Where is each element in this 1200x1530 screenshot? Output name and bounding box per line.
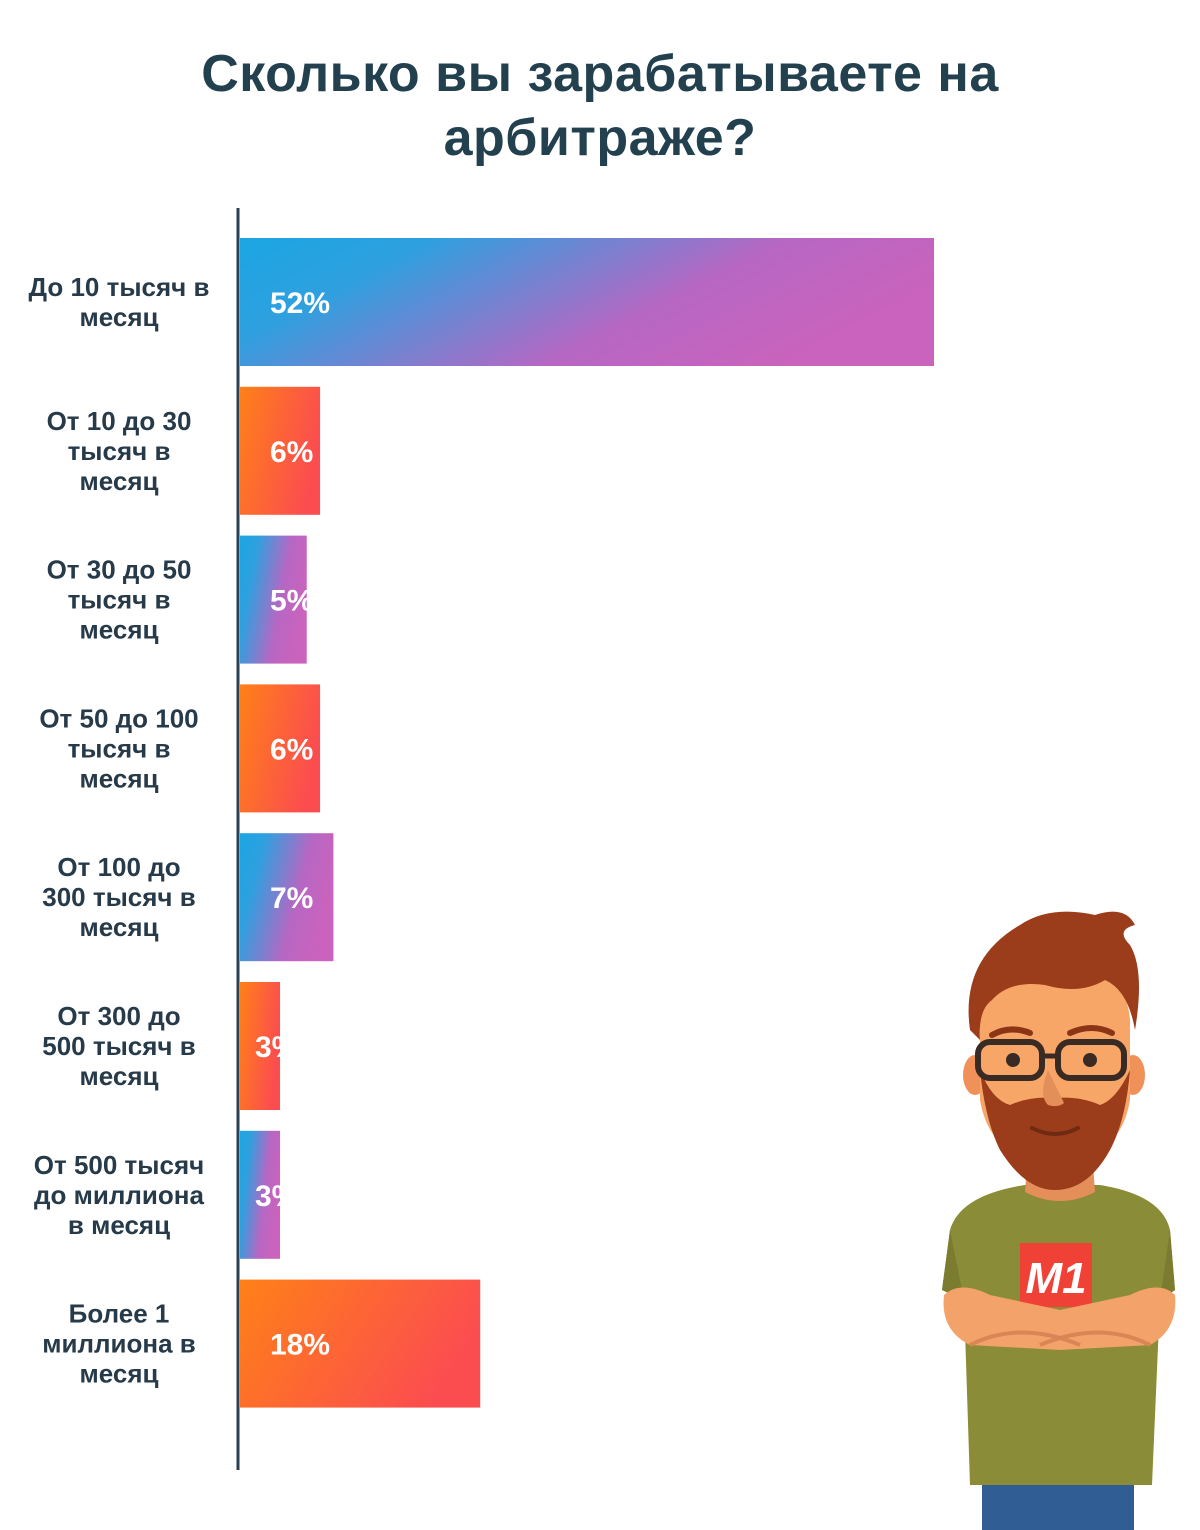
bar [240,982,281,1110]
pants-shape [982,1480,1134,1530]
category-label: Более 1 миллиона в месяц [42,1299,196,1389]
category-label-line: месяц [80,302,159,332]
category-label-line: месяц [80,1061,159,1091]
bars-group [240,238,934,1408]
category-label-line: до миллиона [34,1180,204,1210]
category-label: До 10 тысяч в месяц [29,272,210,332]
bar [240,1130,281,1259]
category-label: От 100 до 300 тысяч в месяц [42,852,195,942]
shirt-logo-badge [1020,1243,1092,1307]
bar [240,684,321,813]
bar [240,535,307,664]
category-label-line: 300 тысяч в [42,882,195,912]
bar [240,833,334,962]
category-label-line: От 500 тысяч [34,1150,204,1180]
bar-value-label: 6% [270,436,313,469]
bar-value-label: 3% [255,1031,298,1064]
value-labels-group: 52% 6% 5% 6% 7% 3% 3% 18% [255,287,330,1362]
bar-value-label: 5% [270,585,313,618]
bar-value-label: 18% [270,1329,330,1362]
category-label-line: тысяч в [68,585,171,615]
category-label-line: 500 тысяч в [42,1031,195,1061]
category-label-line: месяц [80,466,159,496]
category-label-line: месяц [80,763,159,793]
category-label-line: миллиона в [42,1329,196,1359]
bearded-man-illustration-icon: M1 [942,911,1176,1530]
bar-value-label: 3% [255,1180,298,1213]
category-label-line: От 10 до 30 [47,406,192,436]
category-label-line: месяц [80,615,159,645]
chart-title-line-1: Сколько вы зарабатываете на [201,45,999,103]
category-label: От 50 до 100 тысяч в месяц [39,703,198,793]
bar [240,386,321,515]
category-label: От 10 до 30 тысяч в месяц [47,406,192,496]
category-label-line: тысяч в [68,733,171,763]
category-label-line: Более 1 [69,1299,170,1329]
bar [240,238,934,366]
bar-value-label: 6% [270,733,313,766]
chart-title-line-2: арбитраже? [443,109,757,167]
category-label: От 30 до 50 тысяч в месяц [47,555,192,645]
category-label-line: тысяч в [68,436,171,466]
category-label-line: в месяц [68,1210,170,1240]
category-label-line: От 30 до 50 [47,555,192,585]
glasses-shape [975,1039,1045,1081]
category-label-line: До 10 тысяч в [29,272,210,302]
chart-title: Сколько вы зарабатываете на арбитраже? [0,42,1200,170]
bar-value-label: 7% [270,882,313,915]
category-label: От 500 тысяч до миллиона в месяц [34,1150,205,1240]
category-label-line: месяц [80,1359,159,1389]
category-label-line: От 100 до [57,852,180,882]
category-label-line: месяц [80,912,159,942]
bar-value-label: 52% [270,287,330,320]
shirt-logo-text: M1 [1025,1254,1086,1303]
category-label: От 300 до 500 тысяч в месяц [42,1001,195,1091]
category-label-line: От 50 до 100 [39,703,198,733]
bar [240,1279,481,1408]
category-label-line: От 300 до [57,1001,180,1031]
